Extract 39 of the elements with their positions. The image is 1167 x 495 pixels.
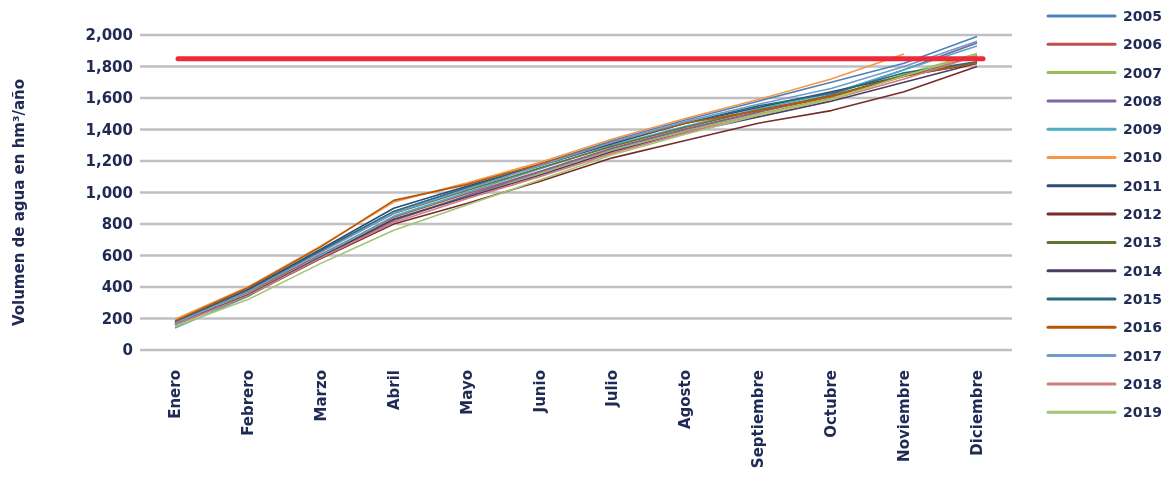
legend-label: 2017 [1123,347,1162,364]
x-tick-label: Junio [530,370,549,414]
legend-label: 2016 [1123,319,1162,336]
legend-label: 2011 [1123,177,1162,194]
y-tick-label: 1,200 [85,152,133,171]
legend-label: 2007 [1123,64,1162,81]
legend-label: 2013 [1123,234,1162,251]
x-tick-label: Septiembre [749,370,768,469]
x-tick-label: Octubre [822,370,841,438]
legend-label: 2018 [1123,375,1162,392]
y-tick-label: 400 [101,278,133,297]
y-axis-title: Volumen de agua en hm³/año [10,78,28,327]
legend-label: 2019 [1123,404,1162,421]
x-tick-label: Noviembre [895,370,914,462]
x-tick-label: Abril [384,370,403,411]
legend-label: 2009 [1123,121,1162,138]
legend-label: 2014 [1123,262,1163,279]
y-tick-label: 200 [101,309,133,328]
x-tick-label: Diciembre [968,370,986,456]
y-tick-label: 1,600 [85,89,133,108]
y-tick-label: 600 [101,246,133,265]
legend-label: 2015 [1123,290,1162,307]
legend-label: 2006 [1123,36,1162,53]
x-tick-label: Agosto [676,370,695,430]
y-tick-label: 1,800 [85,57,133,76]
x-tick-label: Enero [166,370,184,419]
y-tick-label: 800 [101,215,133,234]
y-tick-label: 2,000 [85,26,133,45]
y-tick-label: 1,000 [85,183,133,202]
x-tick-label: Febrero [238,370,257,436]
legend-label: 2010 [1123,149,1163,166]
x-tick-label: Marzo [311,370,330,422]
x-tick-label: Julio [603,370,622,408]
y-tick-label: 0 [122,341,133,360]
y-tick-label: 1,400 [85,120,133,139]
x-tick-label: Mayo [457,370,476,415]
legend-label: 2005 [1123,7,1162,24]
legend-label: 2008 [1123,92,1162,109]
legend-label: 2012 [1123,206,1162,222]
